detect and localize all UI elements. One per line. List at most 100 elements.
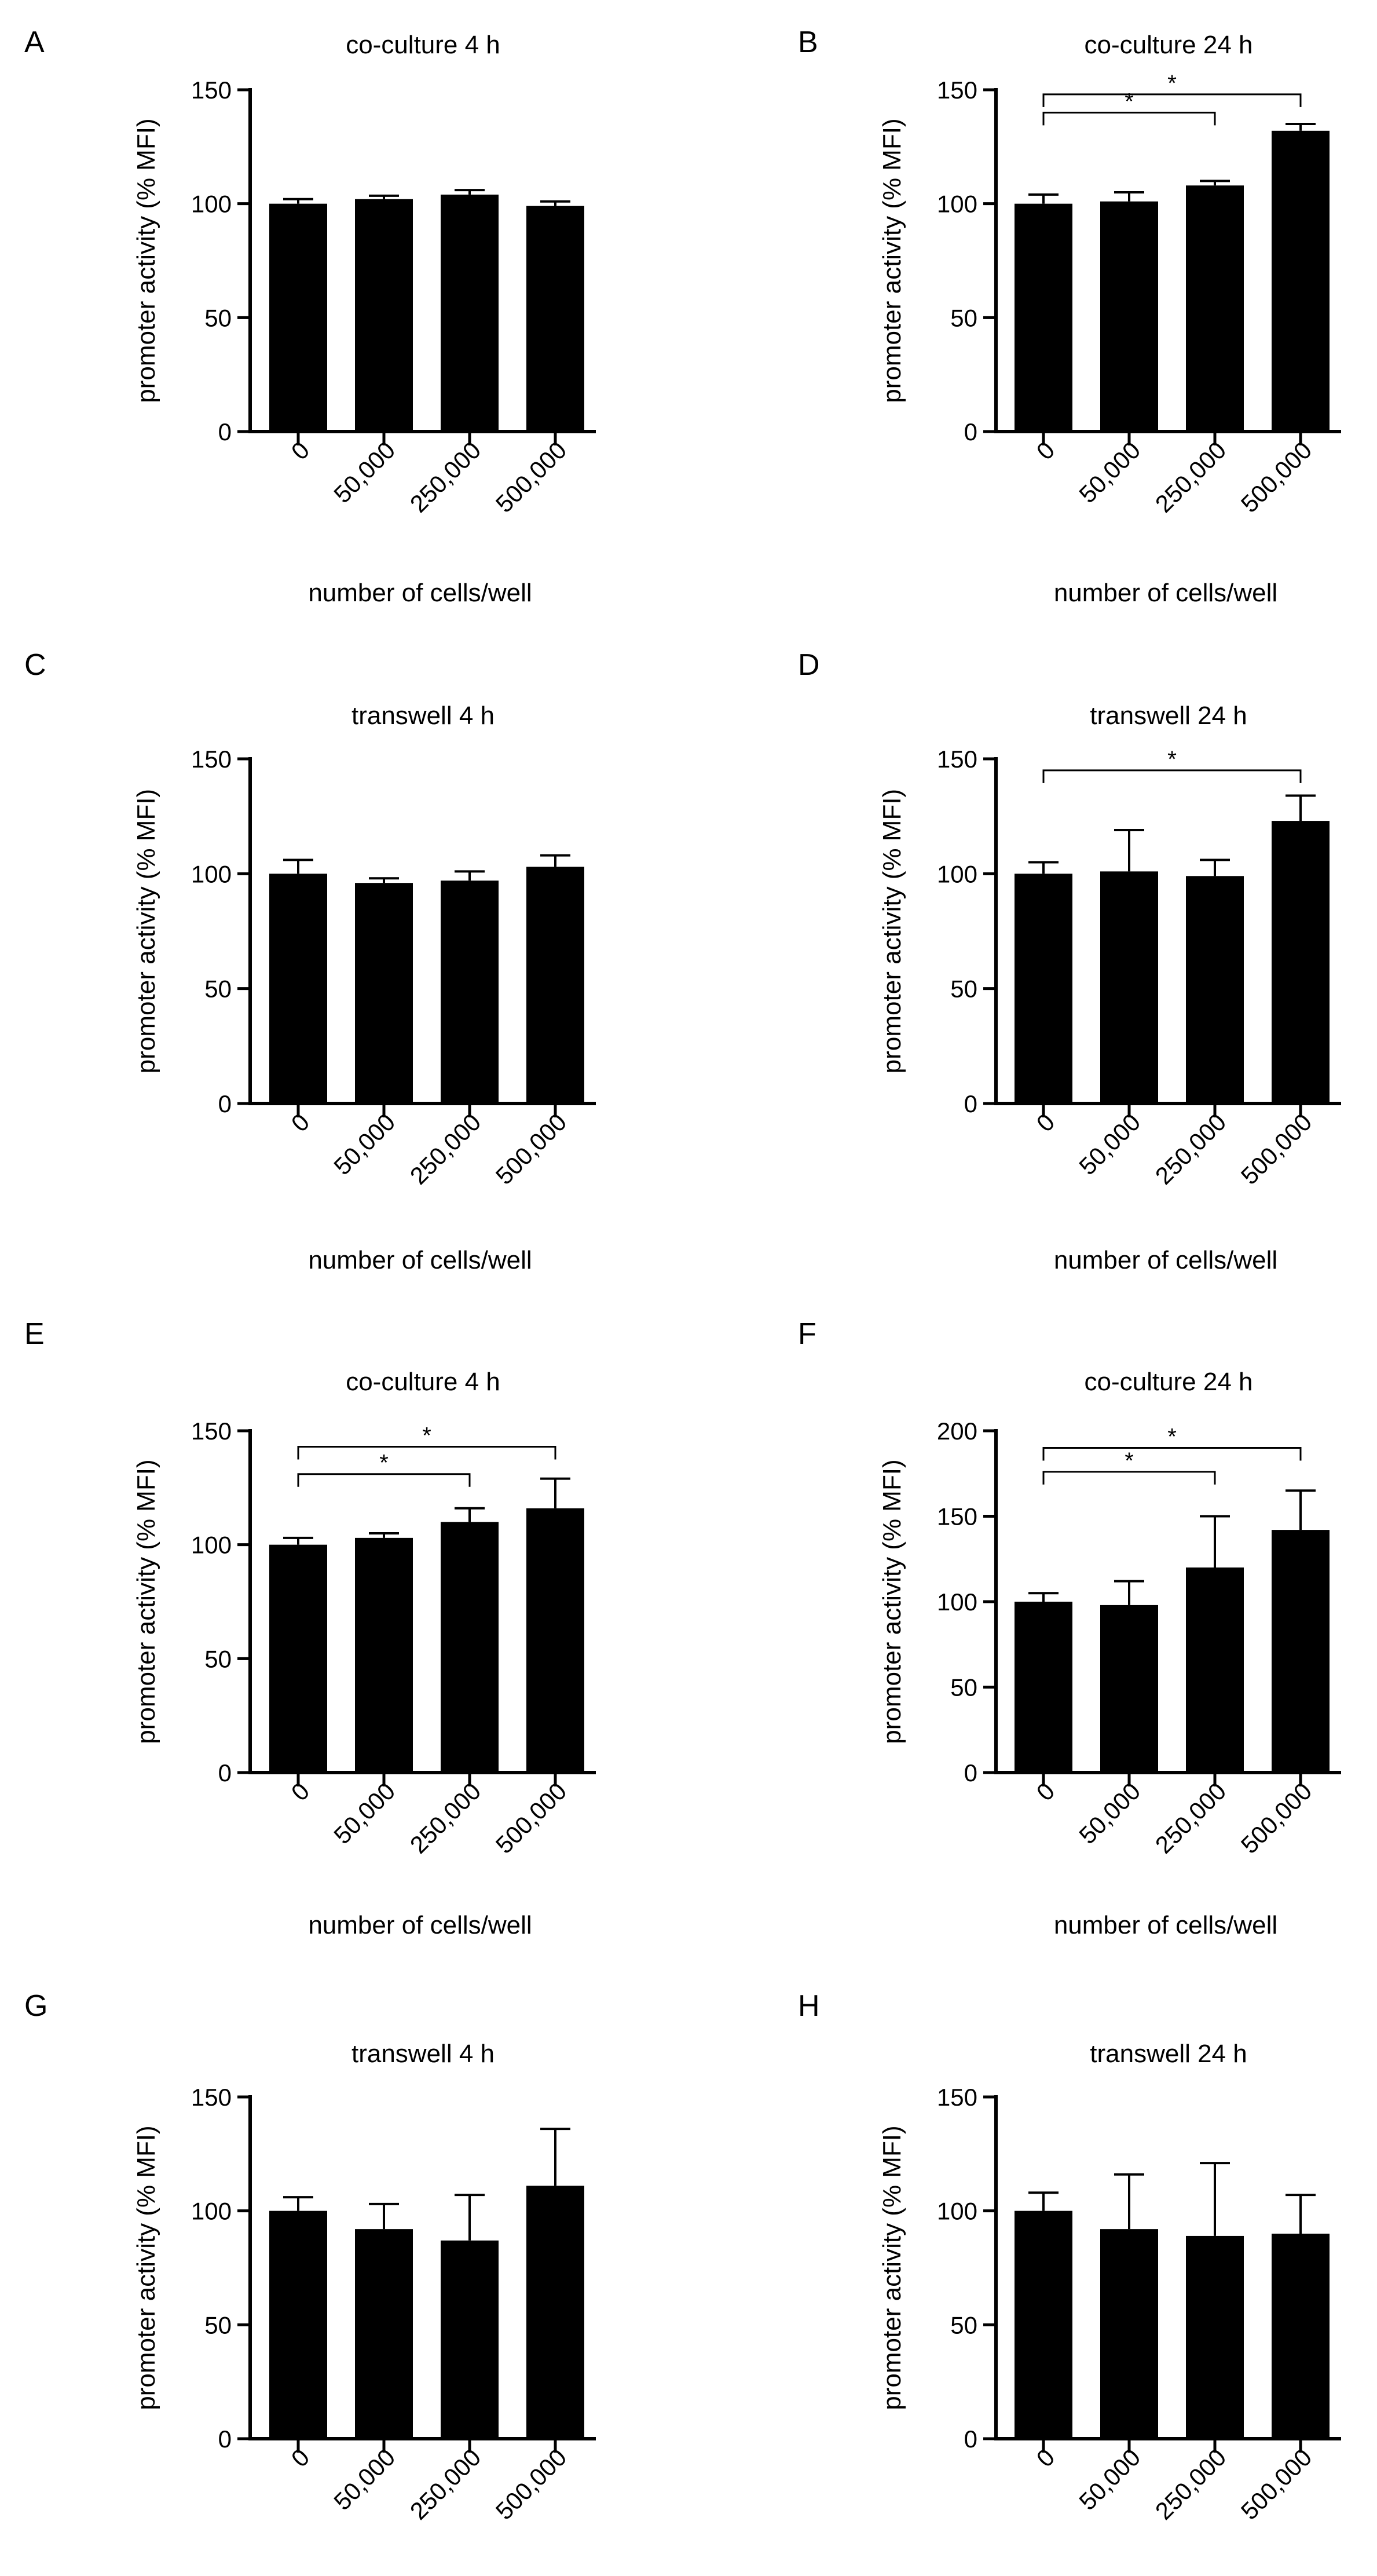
significance-bracket	[1042, 1447, 1302, 1461]
y-tick-label: 150	[937, 76, 977, 104]
x-tick-label: 500,000	[490, 2443, 572, 2525]
x-tick-label: 50,000	[328, 1777, 400, 1849]
bar	[1100, 2229, 1158, 2439]
x-tick-label: 0	[286, 2443, 315, 2472]
x-tick-label: 50,000	[1074, 2443, 1145, 2515]
significance-bracket	[1042, 769, 1302, 783]
y-tick-label: 100	[937, 1588, 977, 1616]
panel-letter: A	[24, 25, 45, 59]
bar	[1100, 871, 1158, 1104]
y-tick-label: 50	[204, 2311, 232, 2339]
chart-title: transwell 24 h	[1090, 701, 1247, 730]
significance-label: *	[1125, 89, 1134, 114]
bar	[355, 1537, 413, 1773]
bar	[441, 2240, 499, 2439]
y-axis-label: promoter activity (% MFI)	[878, 118, 906, 403]
panel-letter: G	[24, 1989, 47, 2023]
x-tick-label: 50,000	[328, 436, 400, 508]
chart-title: co-culture 4 h	[346, 31, 500, 59]
x-tick-label: 50,000	[1074, 1108, 1145, 1180]
bar	[1272, 130, 1330, 432]
bar	[1272, 1530, 1330, 1773]
y-axis-label: promoter activity (% MFI)	[132, 1459, 160, 1744]
x-tick-label: 250,000	[405, 1108, 486, 1190]
y-axis-label: promoter activity (% MFI)	[132, 789, 160, 1073]
significance-label: *	[1167, 1424, 1177, 1450]
x-axis-label: number of cells/well	[308, 1246, 532, 1274]
y-tick-label: 150	[191, 746, 232, 773]
x-axis-label: number of cells/well	[1054, 579, 1277, 607]
significance-label: *	[1167, 71, 1177, 96]
x-tick-label: 250,000	[405, 2443, 486, 2525]
x-tick-label: 500,000	[1236, 1108, 1317, 1190]
panel-letter: D	[798, 648, 820, 682]
y-tick-label: 100	[191, 2198, 232, 2225]
bar	[1186, 1567, 1244, 1773]
y-tick-label: 100	[937, 860, 977, 887]
significance-bracket	[1042, 1471, 1216, 1485]
x-tick-label: 500,000	[490, 436, 572, 518]
y-axis-label: promoter activity (% MFI)	[878, 789, 906, 1073]
x-tick-label: 500,000	[490, 1108, 572, 1190]
y-tick-label: 0	[218, 418, 232, 445]
x-tick-label: 250,000	[1150, 2443, 1232, 2525]
y-tick-label: 0	[964, 418, 977, 445]
x-tick-label: 0	[1031, 2443, 1060, 2472]
y-tick-label: 100	[937, 191, 977, 218]
x-tick-label: 250,000	[1150, 1777, 1232, 1859]
bar	[441, 880, 499, 1104]
x-tick-label: 0	[286, 1777, 315, 1806]
x-axis-label: number of cells/well	[1054, 1911, 1277, 1939]
y-tick-label: 150	[937, 746, 977, 773]
x-tick-label: 50,000	[328, 1108, 400, 1180]
x-tick-label: 250,000	[405, 1777, 486, 1859]
x-axis-label: number of cells/well	[1054, 1246, 1277, 1274]
y-tick-label: 0	[218, 2425, 232, 2453]
significance-label: *	[1167, 747, 1177, 772]
x-axis-label: number of cells/well	[308, 1911, 532, 1939]
x-axis-label: number of cells/well	[308, 579, 532, 607]
y-tick-label: 0	[218, 1759, 232, 1786]
significance-bracket	[1042, 111, 1216, 126]
bar	[1186, 185, 1244, 432]
x-tick-label: 500,000	[1236, 436, 1317, 518]
panel-f: Fco-culture 24 h 0 50 100 150 200 promoter act…	[798, 1317, 1341, 1939]
y-tick-label: 50	[204, 1645, 232, 1672]
y-tick-label: 0	[218, 1090, 232, 1117]
bar	[269, 874, 327, 1104]
panel-letter: B	[798, 25, 818, 59]
y-tick-label: 150	[191, 1417, 232, 1445]
chart-title: co-culture 24 h	[1084, 31, 1253, 59]
x-tick-label: 250,000	[1150, 1108, 1232, 1190]
bar	[355, 883, 413, 1104]
x-tick-label: 500,000	[490, 1777, 572, 1859]
x-tick-label: 50,000	[1074, 1777, 1145, 1849]
significance-label: *	[422, 1423, 431, 1449]
y-tick-label: 150	[191, 2084, 232, 2111]
y-tick-label: 150	[937, 1503, 977, 1530]
y-axis-label: promoter activity (% MFI)	[878, 1459, 906, 1744]
panel-e: Eco-culture 4 h 0 50 100 150 promoter activit…	[24, 1317, 596, 1939]
x-tick-label: 0	[1031, 1777, 1060, 1806]
bar	[1272, 2234, 1330, 2439]
bar	[269, 1544, 327, 1773]
y-tick-label: 200	[937, 1417, 977, 1445]
y-tick-label: 100	[191, 191, 232, 218]
y-tick-label: 150	[191, 76, 232, 104]
bar	[269, 2210, 327, 2439]
x-tick-label: 500,000	[1236, 1777, 1317, 1859]
y-tick-label: 50	[950, 304, 977, 331]
x-tick-label: 0	[286, 436, 315, 465]
y-tick-label: 100	[937, 2198, 977, 2225]
bar	[1272, 821, 1330, 1104]
y-axis-label: promoter activity (% MFI)	[132, 2125, 160, 2410]
bar	[355, 2229, 413, 2439]
bar	[1015, 2210, 1072, 2439]
y-tick-label: 100	[191, 1532, 232, 1559]
